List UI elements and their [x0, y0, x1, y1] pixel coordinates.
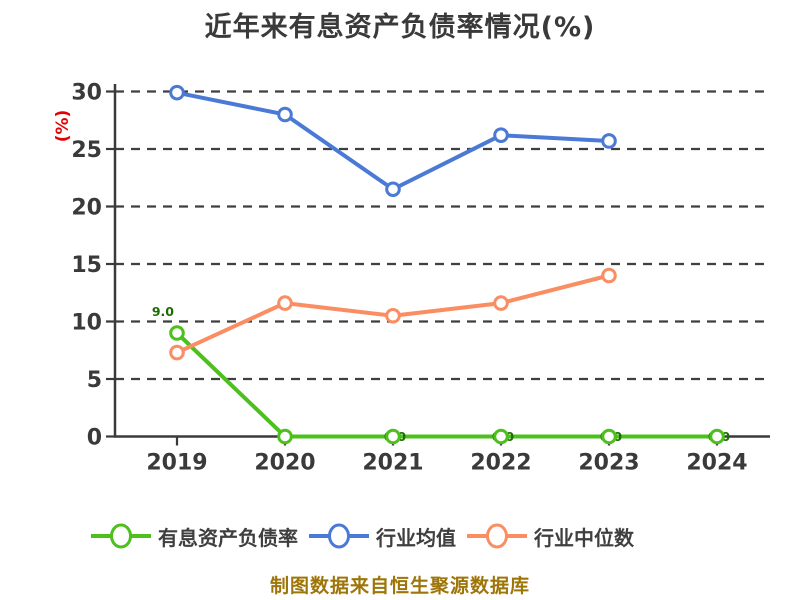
legend-marker-industry-mean-icon — [309, 523, 369, 549]
legend-label-industry-median: 行业中位数 — [534, 525, 634, 550]
y-tick-label: 30 — [71, 81, 102, 106]
data-point-marker — [277, 428, 293, 445]
data-point-marker — [601, 133, 617, 149]
data-point-marker — [277, 106, 293, 123]
data-point-marker — [601, 267, 617, 284]
data-point-marker — [169, 325, 185, 341]
y-tick-label: 5 — [87, 368, 102, 393]
data-point-marker — [385, 181, 401, 198]
data-point-marker — [385, 307, 401, 324]
series-line — [175, 90, 611, 192]
data-point-marker — [601, 428, 617, 445]
legend: 有息资产负债率 行业均值 行业中位数 — [90, 519, 634, 553]
x-tick-label: 2023 — [578, 451, 639, 476]
data-source-caption: 制图数据来自恒生聚源数据库 — [269, 575, 530, 597]
x-tick-label: 2021 — [362, 451, 423, 476]
point-value-label: 9.0 — [152, 304, 174, 319]
axis-spines — [113, 84, 770, 438]
legend-item-industry-mean: 行业均值 — [308, 520, 456, 552]
y-tick-label: 10 — [71, 311, 102, 336]
legend-label-company: 有息资产负债率 — [158, 525, 298, 550]
y-tick-label: 25 — [71, 138, 102, 163]
x-tick-label: 2022 — [470, 451, 531, 476]
y-tick-label: 15 — [71, 253, 102, 278]
y-tick-label: 20 — [71, 196, 102, 221]
chart-title: 近年来有息资产负债率情况(%) — [204, 12, 596, 43]
data-point-marker — [169, 84, 185, 101]
legend-marker-industry-median-icon — [467, 523, 527, 549]
y-tick-label: 0 — [87, 426, 102, 451]
legend-label-industry-mean: 行业均值 — [376, 525, 456, 550]
x-tick-label: 2024 — [686, 451, 747, 476]
data-point-marker — [493, 295, 509, 311]
x-tick-label: 2020 — [254, 451, 315, 476]
legend-marker-company-icon — [91, 523, 151, 549]
legend-item-company: 有息资产负债率 — [90, 520, 298, 552]
data-point-marker — [169, 344, 185, 361]
series-line — [175, 331, 719, 439]
data-point-marker — [277, 295, 293, 311]
legend-item-industry-median: 行业中位数 — [466, 520, 634, 552]
data-point-marker — [493, 127, 509, 143]
data-point-marker — [709, 428, 725, 445]
data-point-marker — [385, 428, 401, 445]
x-tick-label: 2019 — [146, 451, 207, 476]
data-point-marker — [493, 428, 509, 445]
